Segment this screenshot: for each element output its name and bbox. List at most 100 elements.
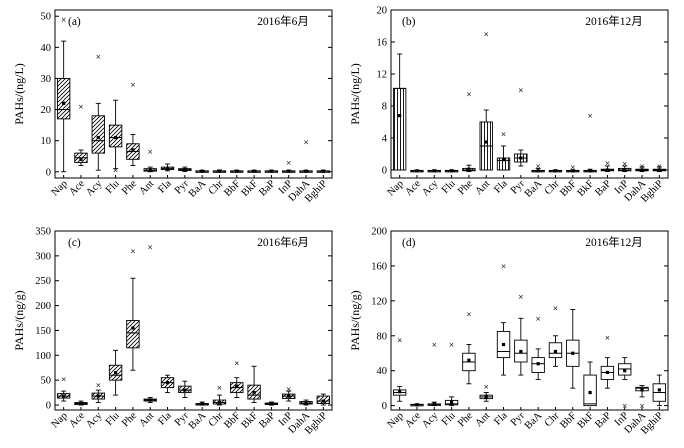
box-fla: Fla <box>156 163 175 196</box>
y-tick-label: 100 <box>35 351 51 362</box>
panel-title: 2016年12月 <box>585 235 643 249</box>
box-bbf: × BbF <box>558 163 580 199</box>
mean-marker <box>519 156 523 160</box>
category-label: Flu <box>104 178 122 196</box>
mean-marker <box>415 403 419 407</box>
box-inp: ×InP <box>613 357 632 428</box>
box-ace: Ace <box>403 169 424 198</box>
outlier-marker: × <box>466 91 472 99</box>
panel-label: (d) <box>402 237 416 249</box>
y-tick-label: 80 <box>377 331 388 342</box>
mean-marker <box>553 349 558 354</box>
y-tick-label: 200 <box>35 301 51 312</box>
y-tick-label: 20 <box>41 105 52 116</box>
outlier-marker: × <box>147 243 153 251</box>
y-tick-label: 0 <box>46 167 51 178</box>
y-tick-label: 12 <box>377 70 388 81</box>
outlier-marker: × <box>130 81 136 89</box>
y-tick-label: 10 <box>41 136 52 147</box>
category-label: BaP <box>593 178 613 198</box>
outlier-marker: × <box>501 262 507 270</box>
mean-marker <box>79 401 83 406</box>
box-nap: × Nap <box>50 16 71 198</box>
category-label: Phe <box>456 178 475 197</box>
box-phe: × Phe <box>456 310 476 429</box>
box-ant: × Ant <box>473 31 493 197</box>
category-label: Flu <box>440 410 458 428</box>
y-tick-label: 8 <box>382 102 387 113</box>
mean-marker <box>536 362 540 366</box>
box-bkf: × BkF <box>576 112 597 199</box>
outlier-marker: × <box>147 148 153 156</box>
y-tick-label: 150 <box>35 326 51 337</box>
mean-marker <box>62 394 66 398</box>
panel-title: 2016年6月 <box>257 235 309 249</box>
category-label: Phe <box>120 178 139 197</box>
mean-marker <box>235 384 239 388</box>
box-baa: BaA <box>187 169 209 200</box>
mean-marker <box>501 158 506 162</box>
mean-marker <box>432 169 436 173</box>
outlier-marker: × <box>518 87 524 95</box>
box-bkf: BkF <box>240 169 261 199</box>
outlier-marker: × <box>431 341 437 349</box>
category-label: Fla <box>492 410 510 428</box>
y-tick-label: 0 <box>382 166 387 177</box>
category-label: Acy <box>84 178 105 199</box>
outlier-marker: × <box>466 310 472 318</box>
box-bkf: BkF <box>576 361 597 431</box>
mean-marker <box>449 169 454 173</box>
box-pyr: ×Pyr <box>509 87 528 196</box>
box-inp: ×InP <box>277 159 296 196</box>
y-tick-label: 0 <box>46 401 51 412</box>
category-label: Fla <box>492 178 510 196</box>
mean-marker <box>96 135 100 140</box>
y-tick-label: 160 <box>371 261 387 272</box>
box-ant: × Ant <box>137 148 157 197</box>
box-flu: × Flu <box>440 341 459 428</box>
mean-marker <box>148 398 152 402</box>
category-label: Phe <box>456 410 475 429</box>
category-label: Ace <box>403 178 423 198</box>
box-flu: Flu <box>440 169 459 196</box>
plot-frame <box>390 230 669 411</box>
category-label: BbF <box>558 410 579 431</box>
panel-d: 0 40 80 120 160 200 PAHs/(ng/g) (d) 2016年12月 × Nap… <box>348 227 669 437</box>
outlier-marker: × <box>622 160 628 168</box>
outlier-marker: × <box>501 131 507 139</box>
mean-marker <box>131 148 135 152</box>
outlier-marker: × <box>518 293 524 301</box>
category-label: Ant <box>137 178 156 197</box>
outlier-marker: × <box>78 103 84 111</box>
box-phe: × Phe <box>120 81 140 197</box>
y-axis-label: PAHs/(ng/L) <box>12 63 26 125</box>
category-label: BaA <box>523 178 545 200</box>
box-baa: × BaA <box>523 315 545 432</box>
mean-marker <box>165 381 170 385</box>
box-chr: × Chr <box>543 304 563 429</box>
category-label: Ace <box>403 410 423 430</box>
box-ace: × Ace <box>67 103 88 198</box>
category-label: BaA <box>187 178 209 200</box>
outlier-marker: × <box>535 163 541 171</box>
category-label: Nap <box>386 410 406 430</box>
box-fla: × Fla <box>492 131 511 196</box>
iqr-box <box>583 374 597 407</box>
mean-marker <box>304 169 308 173</box>
mean-marker <box>605 370 610 375</box>
box-ace: Ace <box>67 400 88 430</box>
box-ace: Ace <box>403 403 424 430</box>
outlier-marker: × <box>234 359 240 367</box>
panel-b: 0 4 8 12 16 20 PAHs/(ng/L) (b) 2016年12月 NapAceAcy… <box>348 6 669 205</box>
mean-marker <box>217 169 222 173</box>
outlier-marker: × <box>95 53 101 61</box>
category-label: Chr <box>543 178 562 197</box>
category-label: BkF <box>240 410 261 431</box>
category-label: Ant <box>137 410 156 429</box>
box-fla: Fla <box>156 374 175 428</box>
box-bbf: BbF <box>222 169 244 199</box>
outlier-marker: × <box>303 139 309 147</box>
mean-marker <box>519 349 523 354</box>
panel-title: 2016年6月 <box>257 14 309 28</box>
